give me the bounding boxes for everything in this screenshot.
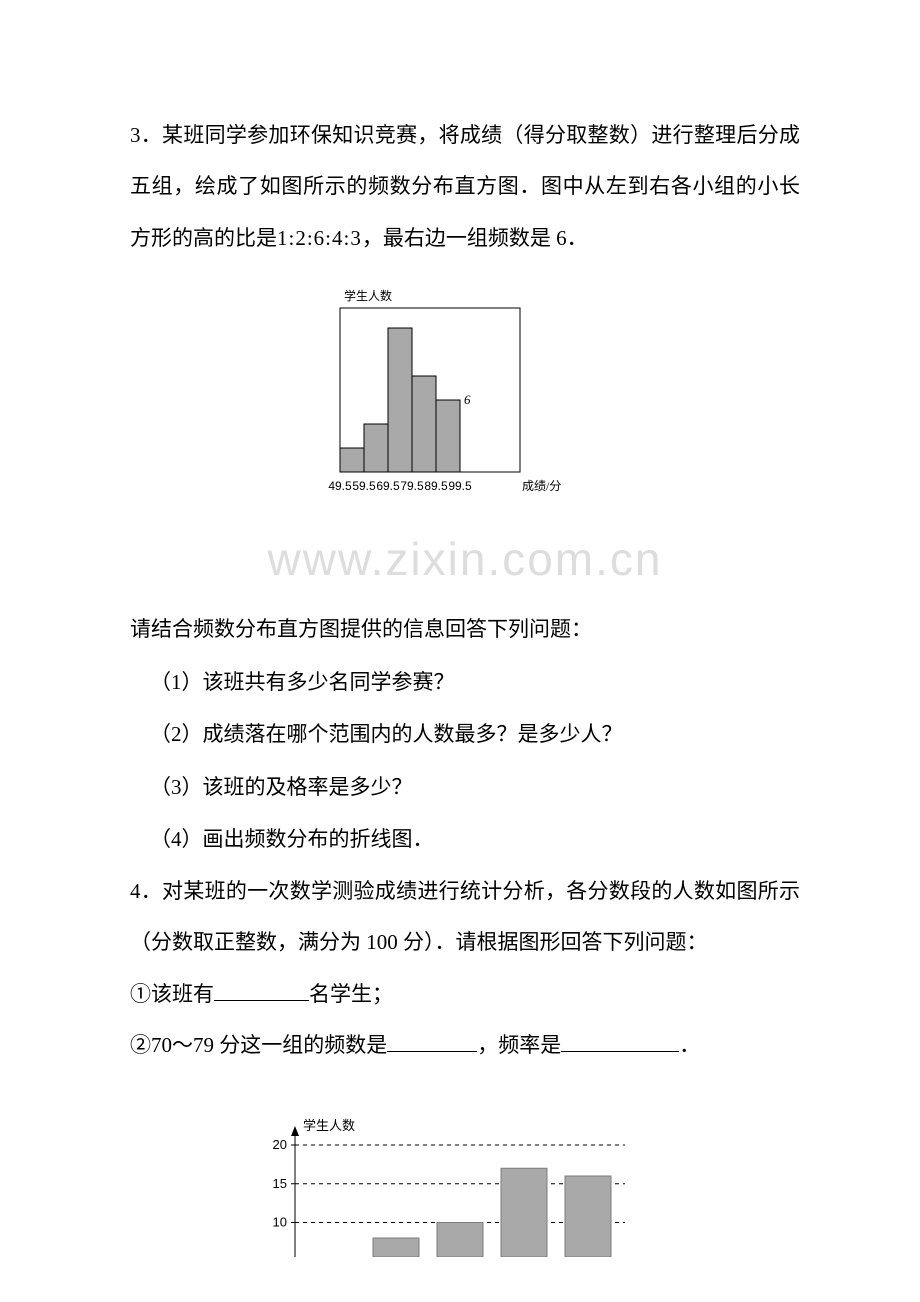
q4-sub2-b: ，频率是 [477,1033,561,1057]
q3-chart-wrap: 学生人数 6 49.559.569.579.589.599.5 成绩/分 [130,272,800,502]
q4-chart-wrap: 学生人数 10 15 20 [130,1112,800,1257]
svg-text:成绩/分: 成绩/分 [522,479,561,493]
svg-text:79.5: 79.5 [400,479,424,493]
q3-line2: ，最右边一组频数是 6． [362,226,588,250]
svg-text:15: 15 [273,1175,287,1190]
watermark: www.zixin.com.cn [130,532,800,586]
q4-histogram: 学生人数 10 15 20 [235,1112,695,1257]
q4-sub1-a: ①该班有 [130,982,214,1006]
q3-sub1: （1）该班共有多少名同学参赛？ [150,656,800,709]
blank-1 [214,980,309,1001]
svg-text:20: 20 [273,1137,287,1152]
svg-text:学生人数: 学生人数 [303,1118,355,1133]
q4-text: 4．对某班的一次数学测验成绩进行统计分析，各分数段的人数如图所示（分数取正整数，… [130,866,800,969]
svg-text:99.5: 99.5 [448,479,472,493]
svg-text:69.5: 69.5 [376,479,400,493]
q3-sub4: （4）画出频数分布的折线图． [150,813,800,866]
blank-3 [561,1031,679,1052]
q4-sub1-b: 名学生； [309,982,393,1006]
svg-text:59.5: 59.5 [352,479,376,493]
q4-sub2-a: ②70～79 分这一组的频数是 [130,1033,387,1057]
q3-sub2: （2）成绩落在哪个范围内的人数最多？是多少人？ [150,708,800,761]
svg-text:49.5: 49.5 [328,479,352,493]
svg-text:10: 10 [273,1214,287,1229]
q3-ratio: 1:2:6:4:3 [277,226,362,250]
svg-text:学生人数: 学生人数 [344,288,392,303]
q4-sub2: ②70～79 分这一组的频数是 ，频率是 ． [130,1020,800,1071]
q4-sub1: ①该班有 名学生； [130,969,800,1020]
q4-sub2-c: ． [679,1033,700,1057]
q3-text: 3．某班同学参加环保知识竞赛，将成绩（得分取整数）进行整理后分成五组，绘成了如图… [130,110,800,264]
svg-text:6: 6 [464,392,471,407]
blank-2 [387,1031,477,1052]
q3-sub3: （3）该班的及格率是多少？ [150,761,800,814]
q3-histogram: 学生人数 6 49.559.569.579.589.599.5 成绩/分 [310,272,620,502]
q3-prompt: 请结合频数分布直方图提供的信息回答下列问题： [130,604,800,655]
svg-text:89.5: 89.5 [424,479,448,493]
